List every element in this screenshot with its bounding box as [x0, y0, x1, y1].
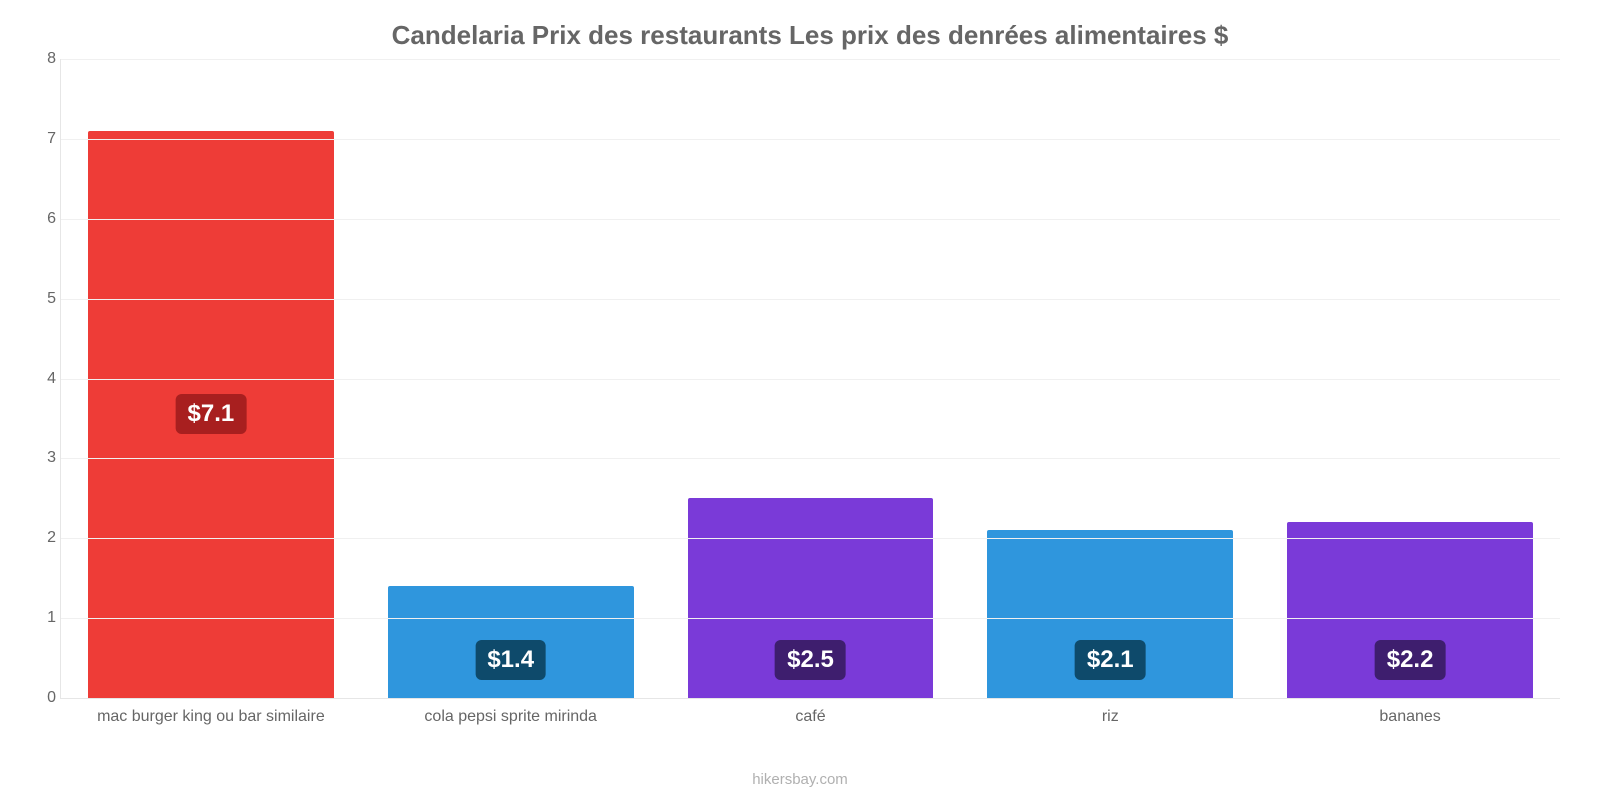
y-tick-label: 1	[31, 609, 56, 627]
x-category-label: riz	[960, 708, 1260, 726]
grid-line	[61, 219, 1560, 220]
bar: $2.2	[1287, 522, 1533, 698]
x-category-label: mac burger king ou bar similaire	[61, 708, 361, 726]
value-badge: $2.2	[1375, 640, 1446, 680]
y-tick-label: 8	[31, 50, 56, 68]
x-category-label: café	[661, 708, 961, 726]
y-tick-label: 2	[31, 529, 56, 547]
attribution-text: hikersbay.com	[752, 771, 848, 788]
plot-area: $7.1mac burger king ou bar similaire$1.4…	[60, 59, 1560, 699]
y-tick-label: 3	[31, 449, 56, 467]
chart-title: Candelaria Prix des restaurants Les prix…	[60, 20, 1560, 51]
value-badge: $1.4	[475, 640, 546, 680]
bar: $2.1	[987, 530, 1233, 698]
y-tick-label: 4	[31, 370, 56, 388]
value-badge: $7.1	[176, 394, 247, 434]
grid-line	[61, 299, 1560, 300]
chart-container: Candelaria Prix des restaurants Les prix…	[0, 0, 1600, 800]
x-category-label: cola pepsi sprite mirinda	[361, 708, 661, 726]
y-tick-label: 6	[31, 210, 56, 228]
y-tick-label: 7	[31, 130, 56, 148]
grid-line	[61, 458, 1560, 459]
value-badge: $2.1	[1075, 640, 1146, 680]
x-category-label: bananes	[1260, 708, 1560, 726]
grid-line	[61, 139, 1560, 140]
bar: $7.1	[88, 131, 334, 698]
grid-line	[61, 618, 1560, 619]
value-badge: $2.5	[775, 640, 846, 680]
bar: $1.4	[388, 586, 634, 698]
grid-line	[61, 538, 1560, 539]
grid-line	[61, 379, 1560, 380]
bar: $2.5	[688, 498, 934, 698]
y-tick-label: 5	[31, 290, 56, 308]
y-tick-label: 0	[31, 689, 56, 707]
grid-line	[61, 59, 1560, 60]
